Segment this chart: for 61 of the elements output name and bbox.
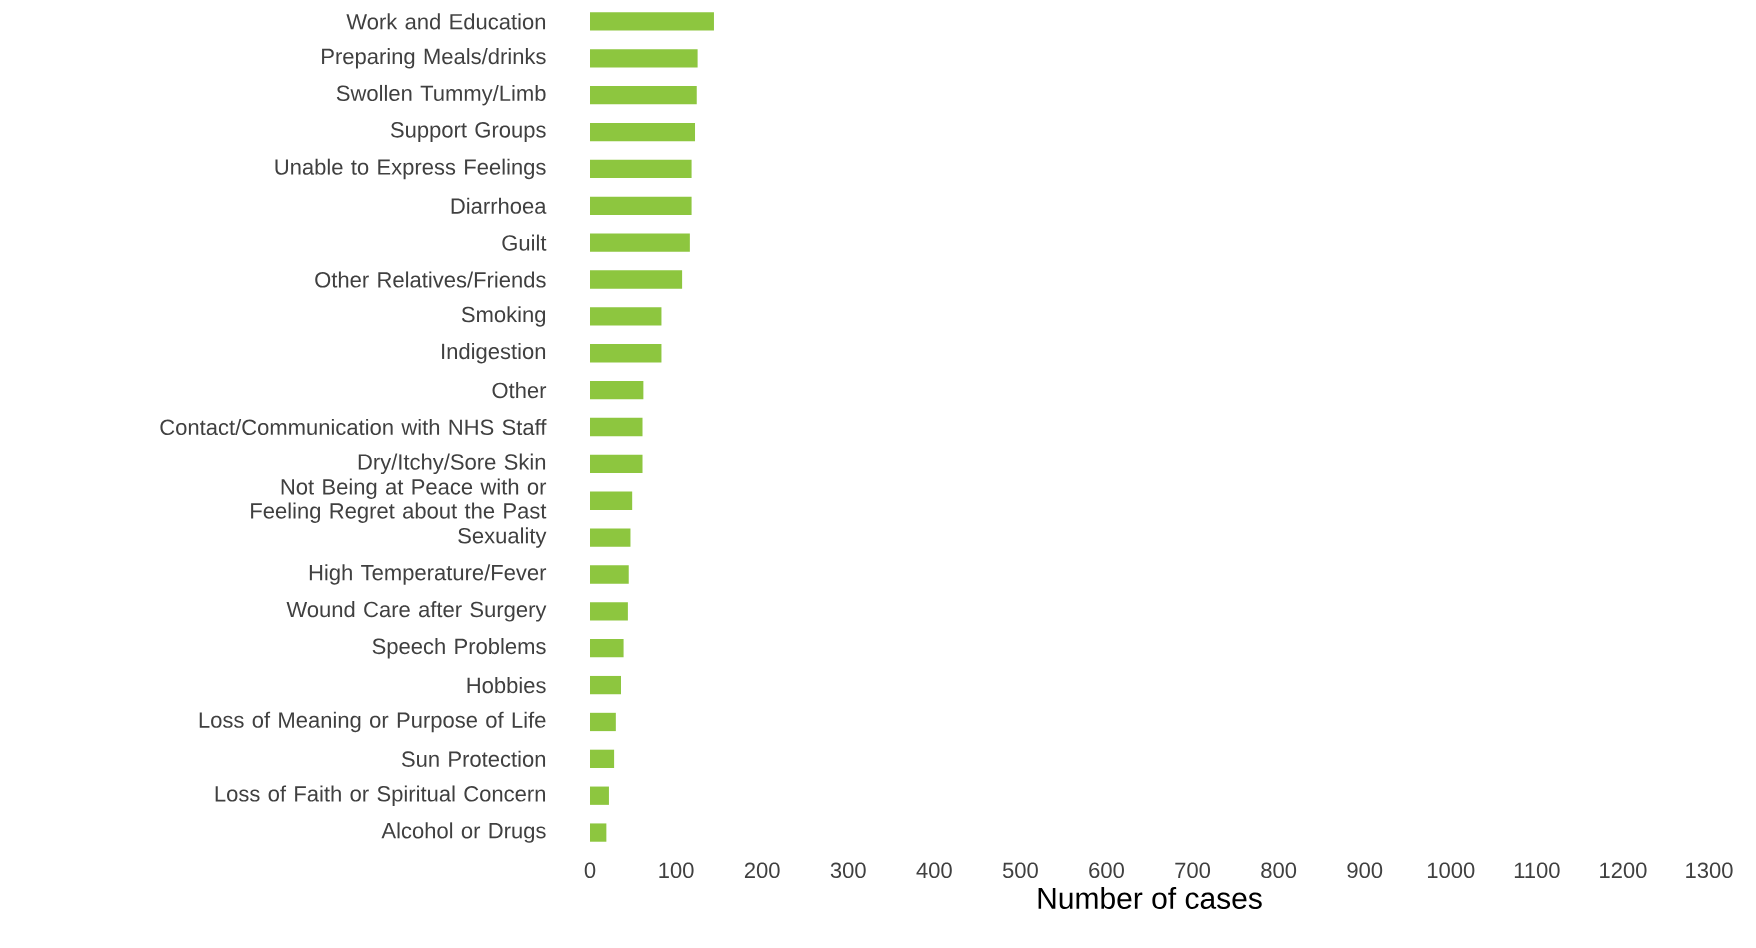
bar [590,86,697,105]
x-tick-label: 600 [1089,862,1124,879]
x-tick-label: 300 [830,862,866,879]
bar [590,344,662,363]
y-tick-label: Alcohol or Drugs [381,822,546,843]
x-tick-label: 1200 [1600,862,1647,879]
bar [590,675,621,695]
y-tick-label: Other [492,382,547,399]
y-tick-label: Dry/Itchy/Sore Skin [358,453,546,475]
y-tick-label: Preparing Meals/drinks [322,48,546,69]
y-tick-label: Other Relatives/Friends [315,271,546,288]
bar [590,196,692,215]
x-tick-label: 1300 [1686,862,1733,879]
bar [590,749,615,768]
y-tick-label: Loss of Meaning or Purpose of Life [199,711,546,733]
bar [590,380,644,400]
y-tick-label: Swollen Tummy/Limb [336,84,546,106]
y-tick-label: Diarrhoea [451,197,547,214]
bar [590,454,643,474]
x-tick-label: 400 [916,862,952,879]
y-tick-label: Not Being at Peace with or Feeling Regret about the Past [251,478,547,523]
bar [590,602,628,621]
y-tick-label: Speech Problems [372,637,546,659]
x-tick-label: 900 [1347,862,1383,879]
y-tick-label: Guilt [502,234,547,251]
y-tick-label: Loss of Faith or Spiritual Concern [215,785,545,806]
y-tick-label: Hobbies [467,677,546,694]
bar [590,233,690,252]
y-tick-label: Sexuality [458,527,547,548]
bar [590,12,714,31]
y-tick-label: Support Groups [390,122,546,142]
bar [590,565,629,584]
bar [590,786,609,805]
y-tick-label: High Temperature/Fever [309,564,547,585]
y-tick-label: Contact/Communication with NHS Staff [160,418,547,436]
bar [590,823,607,842]
bar [590,122,696,142]
y-tick-label: Smoking [461,306,546,327]
bar [590,159,692,179]
bar [590,307,662,326]
x-tick-label: 200 [744,862,780,879]
x-tick-label: 700 [1175,862,1211,879]
y-tick-label: Indigestion [442,343,546,364]
x-tick-label: 100 [659,862,694,879]
bar [590,417,643,437]
x-tick-label: 500 [1002,862,1038,879]
x-tick-label: 800 [1261,862,1297,879]
y-tick-label: Sun Protection [401,750,546,767]
x-axis-title: Number of cases [1038,886,1262,909]
y-tick-label: Unable to Express Feelings [275,158,546,180]
y-tick-label: Wound Care after Surgery [286,601,547,622]
y-tick-label: Work and Education [346,13,546,30]
x-tick-label: 1100 [1514,862,1560,879]
bar [590,491,633,510]
bar [590,712,616,732]
x-tick-label: 1000 [1427,862,1475,879]
bar [590,528,631,547]
bar [590,639,624,658]
bar [590,270,683,289]
x-tick-label: 0 [584,862,596,879]
bar [590,49,698,68]
